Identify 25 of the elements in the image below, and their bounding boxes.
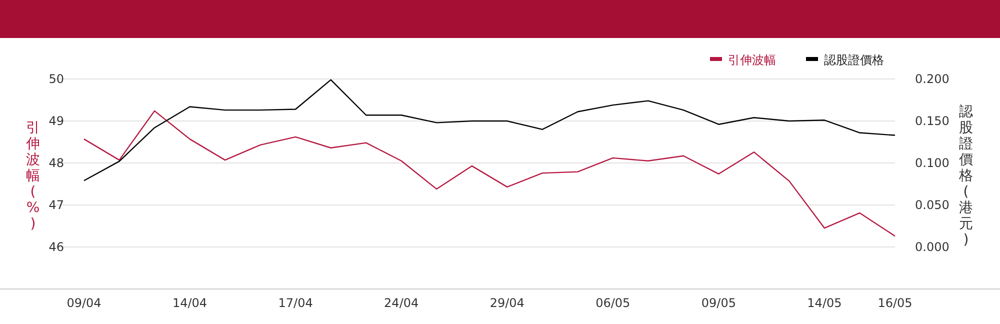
y2-tick-label: 0.200: [915, 72, 950, 86]
line-series: [83, 79, 896, 182]
x-tick-label: 16/05: [878, 296, 912, 310]
x-tick-label: 29/04: [490, 296, 524, 310]
x-tick-label: 14/04: [172, 296, 208, 310]
legend-label: 認股證價格: [824, 53, 884, 68]
y-tick-label: 46: [48, 240, 64, 254]
x-tick-label: 14/05: [807, 296, 842, 310]
y2-tick-label: 0.150: [915, 114, 950, 128]
x-tick-label: 17/04: [278, 296, 313, 310]
y2-tick-label: 0.000: [915, 240, 950, 254]
y-tick-label: 50: [48, 72, 64, 86]
x-tick-label: 06/05: [596, 296, 630, 310]
y-tick-label: 47: [48, 198, 64, 212]
text: 認股證價格(港元): [959, 104, 973, 248]
legend-label: 引伸波幅: [728, 53, 776, 68]
x-tick-label: 24/04: [384, 296, 419, 310]
y2-tick-label: 0.050: [915, 198, 950, 212]
x-tick-label: 09/05: [701, 296, 736, 310]
y-axis-title: 引伸波幅(%): [25, 120, 40, 232]
y2-tick-label: 0.100: [915, 156, 950, 170]
x-tick-label: 09/04: [66, 296, 102, 310]
line-series: [83, 110, 896, 237]
y-tick-label: 48: [48, 156, 64, 170]
y-tick-label: 49: [48, 114, 64, 128]
